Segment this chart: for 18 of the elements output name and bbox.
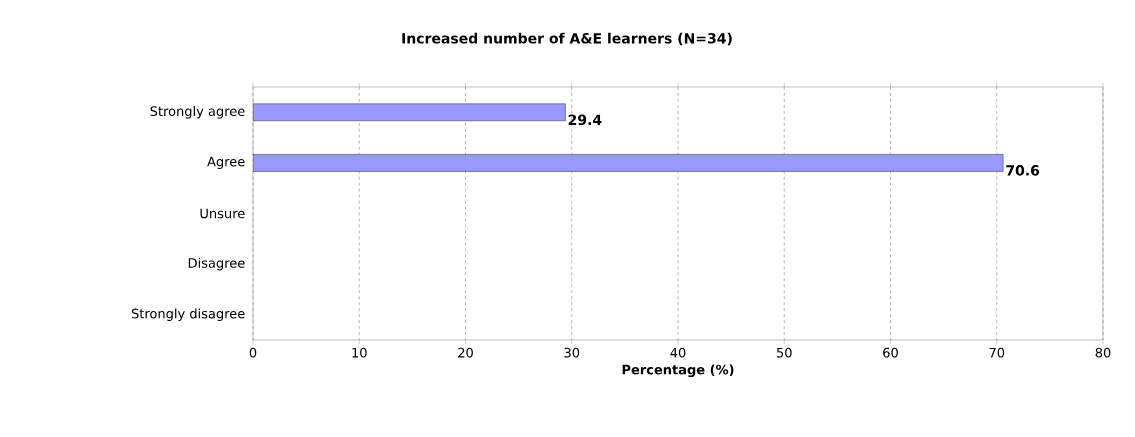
- data-label: 70.6: [1006, 165, 1040, 176]
- y-tick-label: Agree: [207, 156, 245, 169]
- x-tick-label: 50: [776, 347, 792, 358]
- x-tick-label: 70: [989, 347, 1005, 358]
- x-axis-title: Percentage (%): [622, 364, 734, 378]
- data-label: 29.4: [568, 114, 602, 126]
- y-tick-label: Unsure: [200, 208, 245, 219]
- y-tick-label: Disagree: [188, 257, 245, 271]
- x-tick-label: 60: [883, 347, 898, 358]
- x-tick-label: 80: [1095, 347, 1111, 358]
- x-tick-label: 0: [249, 347, 257, 358]
- y-tick-label: Strongly agree: [150, 106, 245, 119]
- chart-title: Increased number of A&E learners (N=34): [402, 32, 732, 46]
- x-tick-label: 20: [458, 347, 473, 358]
- x-tick-label: 30: [564, 347, 580, 358]
- x-tick-label: 10: [352, 347, 367, 358]
- y-tick-label: Strongly disagree: [131, 308, 245, 321]
- x-tick-label: 40: [670, 347, 686, 358]
